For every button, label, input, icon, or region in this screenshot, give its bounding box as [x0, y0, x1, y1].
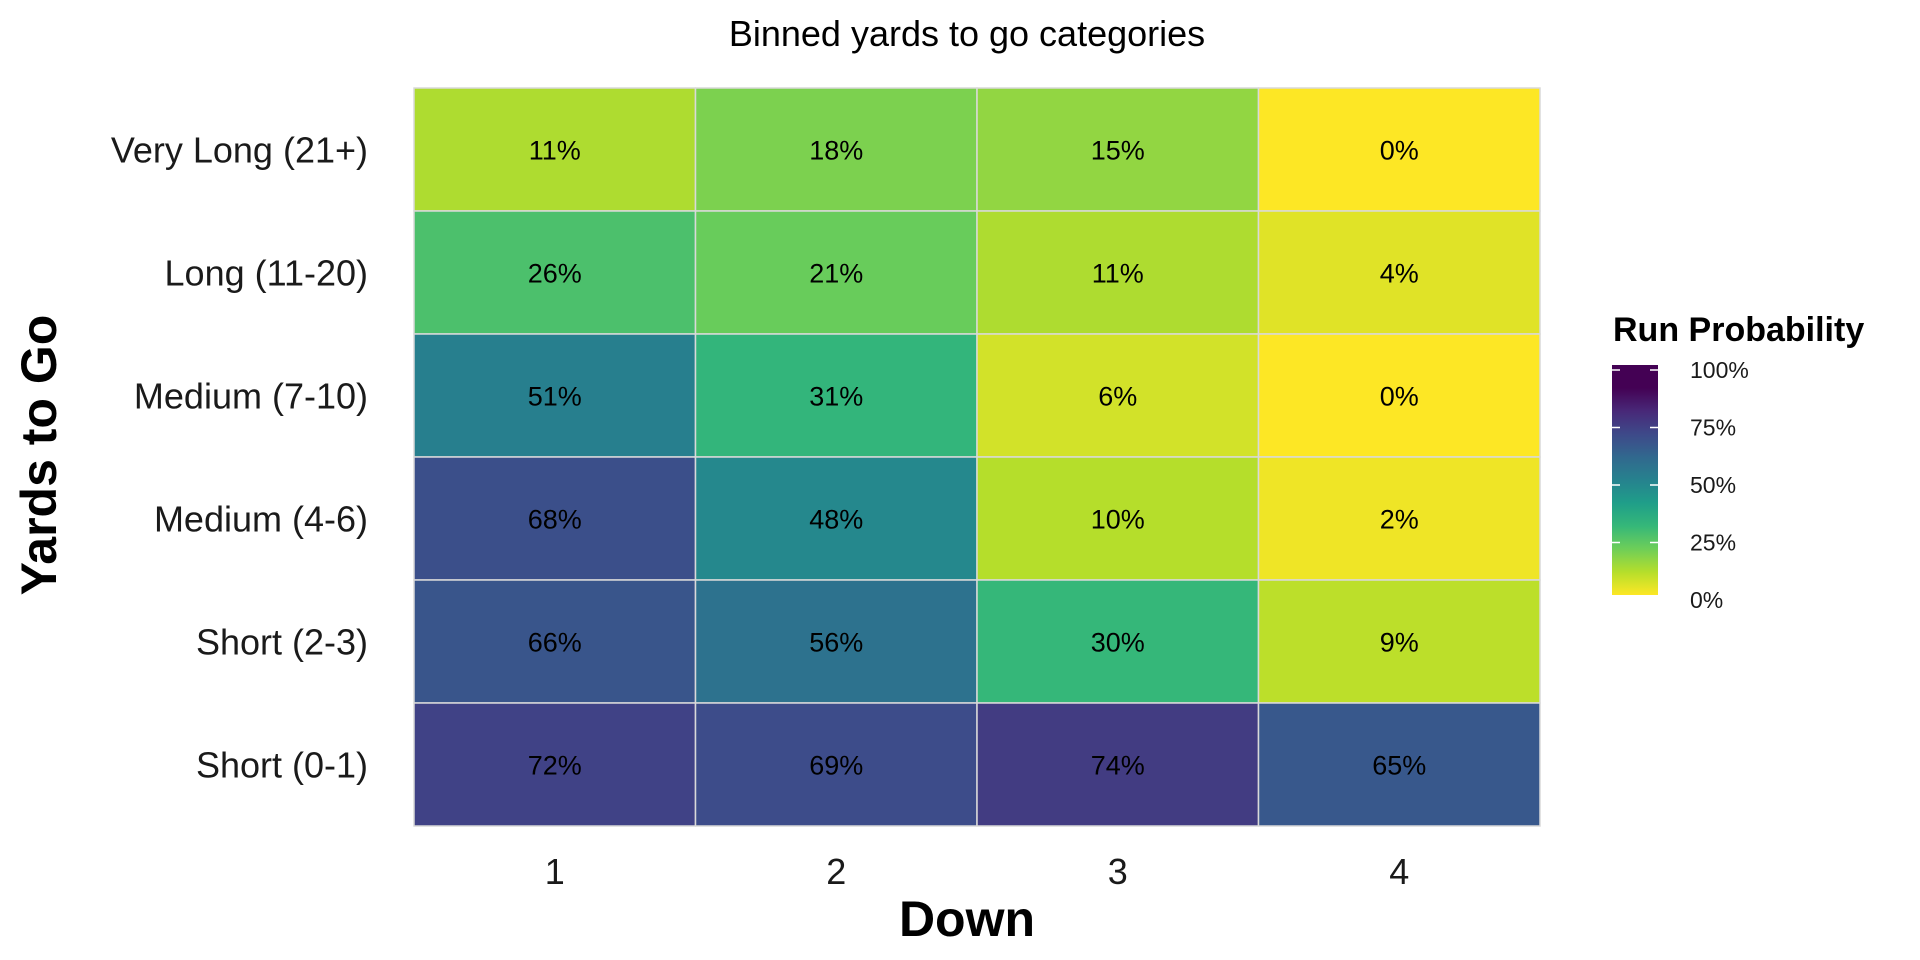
cell-value-label: 65%: [1372, 751, 1426, 781]
heatmap-cell: [413, 702, 697, 827]
x-tick-label: 4: [1389, 851, 1409, 892]
cell-value-label: 51%: [528, 382, 582, 412]
heatmap-cell: [694, 333, 978, 458]
legend-tick-label: 50%: [1690, 472, 1736, 498]
heatmap-cell: [976, 456, 1260, 581]
heatmap-cell: [1257, 210, 1541, 335]
heatmap-cells: [413, 87, 1541, 827]
cell-value-label: 15%: [1091, 136, 1145, 166]
cell-value-label: 4%: [1380, 259, 1419, 289]
cell-value-label: 68%: [528, 505, 582, 535]
heatmap-cell: [413, 579, 697, 704]
legend-tick-label: 100%: [1690, 357, 1749, 383]
cell-value-label: 0%: [1380, 382, 1419, 412]
heatmap-cell: [694, 87, 978, 212]
heatmap-cell: [1257, 333, 1541, 458]
y-tick-label: Long (11-20): [165, 253, 368, 294]
cell-value-label: 56%: [809, 628, 863, 658]
cell-value-label: 69%: [809, 751, 863, 781]
heatmap-cell: [413, 456, 697, 581]
heatmap-cell: [1257, 456, 1541, 581]
heatmap-cell: [694, 456, 978, 581]
cell-value-label: 0%: [1380, 136, 1419, 166]
cell-value-label: 26%: [528, 259, 582, 289]
legend-ticks: 100% 75% 50% 25% 0%: [1612, 357, 1749, 613]
cell-value-label: 18%: [809, 136, 863, 166]
cell-value-label: 31%: [809, 382, 863, 412]
heatmap-cell: [694, 210, 978, 335]
cell-value-label: 6%: [1098, 382, 1137, 412]
heatmap-cell: [1257, 702, 1541, 827]
cell-value-label: 48%: [809, 505, 863, 535]
heatmap-cell: [694, 579, 978, 704]
heatmap-cell: [694, 702, 978, 827]
y-axis-title: Yards to Go: [11, 315, 67, 596]
legend-tick-label: 25%: [1690, 530, 1736, 556]
cell-value-label: 9%: [1380, 628, 1419, 658]
x-tick-label: 3: [1108, 851, 1128, 892]
cell-value-label: 66%: [528, 628, 582, 658]
cell-value-label: 74%: [1091, 751, 1145, 781]
heatmap-cell: [976, 702, 1260, 827]
cell-value-label: 11%: [1092, 259, 1144, 289]
cell-value-label: 30%: [1091, 628, 1145, 658]
y-tick-label: Short (0-1): [196, 745, 368, 786]
x-axis-title: Down: [899, 891, 1035, 947]
cell-value-label: 2%: [1380, 505, 1419, 535]
cell-value-label: 72%: [528, 751, 582, 781]
y-tick-label: Short (2-3): [196, 622, 368, 663]
heatmap-cell: [976, 579, 1260, 704]
color-legend: Run Probability 100% 75% 50% 25% 0%: [1612, 311, 1864, 613]
legend-tick-label: 0%: [1690, 587, 1723, 613]
cell-value-label: 10%: [1091, 505, 1145, 535]
y-tick-label: Medium (4-6): [154, 499, 368, 540]
y-tick-label: Medium (7-10): [134, 376, 368, 417]
heatmap-cell: [1257, 579, 1541, 704]
heatmap-cell: [976, 87, 1260, 212]
legend-tick-label: 75%: [1690, 415, 1736, 441]
heatmap-cell: [1257, 87, 1541, 212]
cell-value-label: 21%: [809, 259, 863, 289]
y-tick-label: Very Long (21+): [111, 130, 368, 171]
chart-title: Binned yards to go categories: [729, 13, 1205, 54]
heatmap-cell-labels: 11% 18% 15% 0% 26% 21% 11% 4% 51% 31% 6% 0% 68% 48% 10…: [528, 136, 1427, 781]
legend-title: Run Probability: [1613, 311, 1864, 349]
heatmap-cell: [413, 210, 697, 335]
heatmap-cell: [413, 87, 697, 212]
y-axis-tick-labels: Very Long (21+) Long (11-20) Medium (7-10)…: [111, 130, 368, 786]
cell-value-label: 11%: [529, 136, 581, 166]
x-axis-tick-labels: 1 2 3 4: [545, 851, 1410, 892]
legend-colorbar: [1612, 365, 1658, 595]
x-tick-label: 2: [826, 851, 846, 892]
x-tick-label: 1: [545, 851, 565, 892]
